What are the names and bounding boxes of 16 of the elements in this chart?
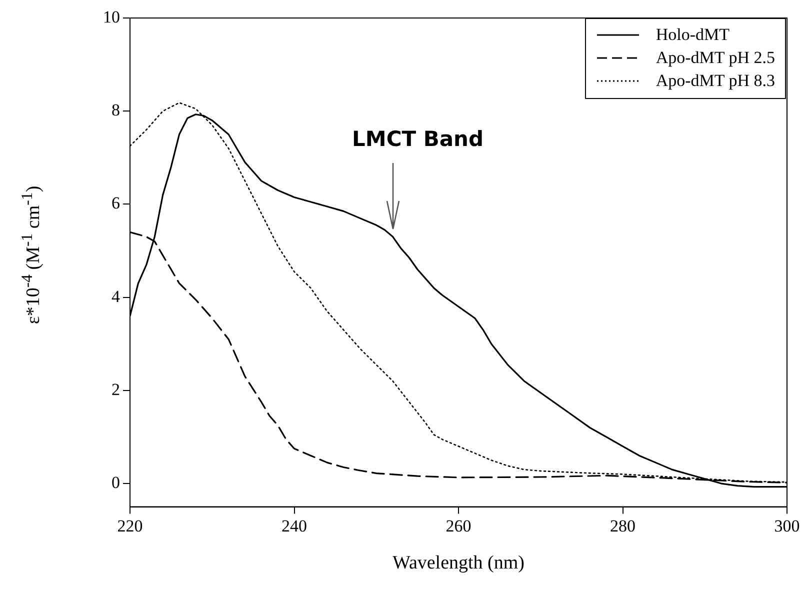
x-tick-label: 280 bbox=[610, 516, 636, 536]
y-tick-label: 10 bbox=[103, 7, 120, 26]
x-tick-label: 300 bbox=[774, 516, 800, 536]
y-tick-label: 6 bbox=[112, 194, 120, 213]
y-tick-label: 2 bbox=[112, 380, 120, 399]
y-tick-label: 8 bbox=[112, 100, 120, 120]
x-tick-label: 240 bbox=[282, 516, 307, 536]
x-axis-title: Wavelength (nm) bbox=[392, 552, 524, 574]
x-tick-label: 260 bbox=[446, 516, 472, 536]
legend-label: Apo-dMT pH 8.3 bbox=[656, 70, 775, 90]
legend-label: Apo-dMT pH 2.5 bbox=[656, 48, 775, 68]
y-tick-label: 4 bbox=[112, 286, 120, 306]
legend-label: Holo-dMT bbox=[656, 24, 730, 44]
annotation: LMCT Band bbox=[352, 126, 484, 151]
x-tick-label: 220 bbox=[117, 516, 143, 536]
y-tick-label: 0 bbox=[112, 472, 120, 492]
